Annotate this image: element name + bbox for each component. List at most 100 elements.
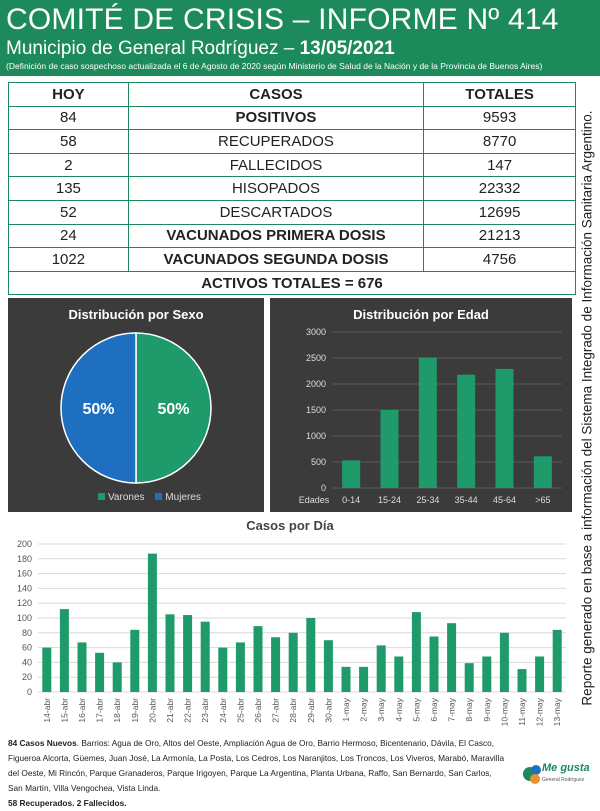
y-tick-label: 1500 — [306, 405, 326, 415]
x-tick-label: 22-abr — [183, 698, 193, 723]
day-bar — [376, 645, 386, 692]
day-bar — [235, 642, 245, 692]
daily-cases-panel: Casos por Día 0 20 40 60 80 100 120 140 160 180 20… — [8, 516, 572, 730]
y-tick-label: 2500 — [306, 353, 326, 363]
day-bar — [42, 647, 52, 692]
x-tick-label: 35-44 — [455, 495, 478, 505]
header-casos: CASOS — [127, 82, 425, 107]
day-bar — [535, 656, 545, 692]
cell-total: 4756 — [423, 247, 576, 272]
footer-nuevos: 84 Casos Nuevos. Barrios: Agua de Oro, A… — [8, 736, 508, 796]
day-bar — [77, 642, 87, 692]
table-row: 58 RECUPERADOS 8770 — [8, 129, 576, 154]
y-tick-label: 40 — [22, 657, 32, 667]
header-hoy: HOY — [8, 82, 129, 107]
chart-title: Distribución por Sexo — [68, 307, 204, 322]
chart-title: Distribución por Edad — [353, 307, 489, 322]
daily-bar-chart: 0 20 40 60 80 100 120 140 160 180 200 14-abr 15-abr 1… — [17, 539, 566, 726]
y-tick-label: 3000 — [306, 327, 326, 337]
day-bar — [517, 669, 527, 692]
x-tick-label: 9-may — [482, 697, 492, 721]
cell-caso: POSITIVOS — [127, 105, 425, 131]
cell-total: 9593 — [423, 105, 576, 131]
day-bar — [147, 553, 157, 692]
x-tick-label: 4-may — [394, 697, 404, 721]
cell-hoy: 135 — [8, 176, 129, 201]
day-bar — [323, 640, 333, 692]
age-bar — [457, 374, 476, 488]
x-tick-label: 6-may — [429, 697, 439, 721]
age-bar — [380, 410, 399, 488]
table-header-row: HOY CASOS TOTALES — [8, 82, 576, 107]
x-tick-label: 28-abr — [288, 698, 298, 723]
day-bar — [359, 666, 369, 692]
y-tick-label: 60 — [22, 643, 32, 653]
pie-slice-label: 50% — [82, 401, 114, 418]
y-tick-label: 20 — [22, 672, 32, 682]
x-tick-label: 25-34 — [416, 495, 439, 505]
cell-hoy: 2 — [8, 152, 129, 178]
cases-table: HOY CASOS TOTALES 84 POSITIVOS 9593 58 R… — [8, 82, 576, 296]
y-tick-label: 160 — [17, 569, 32, 579]
y-tick-label: 0 — [27, 687, 32, 697]
day-bar — [95, 652, 105, 692]
day-bar — [552, 629, 562, 692]
x-tick-label: 26-abr — [253, 698, 263, 723]
table-row: 2 FALLECIDOS 147 — [8, 152, 576, 178]
footer-recuperados: 58 Recuperados. 2 Fallecidos. — [8, 798, 127, 808]
x-tick-label: 25-abr — [235, 698, 245, 723]
x-tick-label: 2-may — [359, 697, 369, 721]
day-bar — [411, 612, 421, 692]
day-bar — [482, 656, 492, 692]
logo-text: Me gusta — [542, 762, 590, 774]
x-tick-label: 15-abr — [59, 698, 69, 723]
age-bar — [495, 368, 514, 488]
day-bar — [394, 656, 404, 692]
day-bar — [183, 615, 193, 692]
day-bar — [341, 666, 351, 692]
report-date: 13/05/2021 — [299, 38, 395, 59]
cell-caso: VACUNADOS PRIMERA DOSIS — [127, 223, 425, 249]
day-bar — [130, 629, 140, 692]
cell-total: 8770 — [423, 129, 576, 154]
x-tick-label: 16-abr — [77, 698, 87, 723]
activos-totales: ACTIVOS TOTALES = 676 — [8, 270, 576, 296]
age-bar — [533, 456, 552, 488]
day-bar — [499, 632, 509, 692]
x-tick-label: 27-abr — [271, 698, 281, 723]
day-bar — [447, 623, 457, 692]
legend-swatch-mujeres — [155, 493, 163, 500]
cell-total: 147 — [423, 152, 576, 178]
day-bar — [288, 632, 298, 692]
x-tick-label: 21-abr — [165, 698, 175, 723]
footer-barrios: . Barrios: Agua de Oro, Altos del Oeste,… — [8, 738, 505, 793]
subtitle-municipality: Municipio de General Rodríguez – — [6, 38, 300, 59]
y-tick-label: 80 — [22, 628, 32, 638]
x-tick-label: 8-may — [464, 697, 474, 721]
day-bar — [253, 626, 263, 692]
logo-mark — [523, 765, 541, 784]
age-distribution-panel: Distribución por Edad 0 500 1000 1500 2000 25… — [270, 298, 572, 512]
cell-total: 21213 — [423, 223, 576, 249]
pie-chart: 50% 50% — [60, 332, 212, 484]
cell-hoy: 1022 — [8, 247, 129, 272]
x-tick-label: 17-abr — [95, 698, 105, 723]
chart-title: Casos por Día — [246, 518, 334, 533]
y-tick-label: 140 — [17, 583, 32, 593]
cell-total: 12695 — [423, 199, 576, 225]
cell-caso: VACUNADOS SEGUNDA DOSIS — [127, 247, 425, 272]
age-bar — [418, 357, 437, 488]
day-bar — [429, 636, 439, 692]
day-bar — [112, 662, 122, 692]
municipal-logo: Me gusta General Rodríguez — [520, 758, 590, 794]
report-subtitle: Municipio de General Rodríguez – 13/05/2… — [6, 38, 395, 60]
x-tick-label: 3-may — [376, 697, 386, 721]
cell-caso: RECUPERADOS — [127, 129, 425, 154]
cell-caso: FALLECIDOS — [127, 152, 425, 178]
y-tick-label: 1000 — [306, 431, 326, 441]
footer-nuevos-label: 84 Casos Nuevos — [8, 738, 77, 748]
x-tick-label: 20-abr — [147, 698, 157, 723]
legend-swatch-varones — [98, 493, 105, 500]
x-tick-label: 0-14 — [342, 495, 360, 505]
x-tick-label: 10-may — [499, 697, 509, 726]
